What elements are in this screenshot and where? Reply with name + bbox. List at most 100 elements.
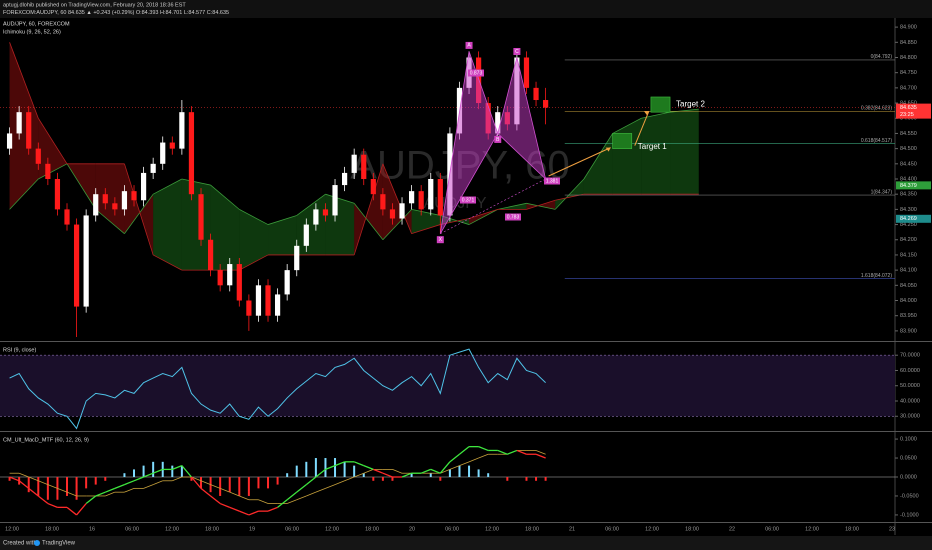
candle-body <box>207 239 214 271</box>
ratio-label: 0.873 <box>470 70 483 76</box>
histogram-bar <box>180 465 183 477</box>
macd-line <box>219 502 230 508</box>
logo <box>34 540 40 546</box>
signal-line <box>258 499 269 504</box>
histogram-bar <box>362 473 365 477</box>
macd-line <box>172 465 183 471</box>
plot-layer: AUD/JPY, 60, FOREXCOM Ichimoku (9, 26, 52… <box>0 21 931 532</box>
ratio-box <box>505 213 521 221</box>
ichimoku-cloud <box>411 209 441 234</box>
macd-line <box>133 476 144 482</box>
price-label: 84.635 <box>900 105 917 111</box>
candle-body <box>322 209 329 216</box>
macd-line <box>286 491 298 501</box>
signal-line <box>38 480 49 485</box>
histogram-bar <box>372 477 375 481</box>
macd-line <box>277 499 288 508</box>
time-label: 19 <box>249 526 255 532</box>
histogram-bar <box>8 477 11 481</box>
span-a <box>526 202 556 210</box>
signal-line <box>478 453 489 459</box>
histogram-bar <box>219 477 222 496</box>
candle-body <box>255 285 262 316</box>
histogram-bar <box>334 458 337 477</box>
pattern-point-label: B <box>496 137 500 143</box>
ichimoku-cloud <box>9 42 39 210</box>
candle-body <box>140 172 147 201</box>
candle-body <box>198 194 204 240</box>
signal-line <box>449 465 460 470</box>
time-label: 18:00 <box>365 526 379 532</box>
candle-body <box>6 133 13 149</box>
histogram-bar <box>228 477 231 493</box>
macd-line <box>210 495 221 505</box>
histogram-bar <box>171 465 174 477</box>
signal-line <box>66 491 77 497</box>
span-b <box>9 42 39 119</box>
y-tick-label: 84.900 <box>900 25 917 31</box>
y-tick-label: 83.900 <box>900 328 917 334</box>
time-label: 12:00 <box>485 526 499 532</box>
time-label: 12:00 <box>5 526 19 532</box>
signal-line <box>459 461 470 466</box>
candle-body <box>73 224 80 307</box>
y-tick-label: 84.200 <box>900 237 917 243</box>
time-label: 21 <box>569 526 575 532</box>
macd-line <box>181 465 192 478</box>
histogram-bar <box>85 477 88 489</box>
candle-body <box>26 112 32 149</box>
ichimoku-cloud <box>325 194 355 255</box>
candle-body <box>236 264 242 301</box>
ichimoku-cloud <box>382 163 412 240</box>
candle-body <box>543 100 549 108</box>
y-tick-label: 84.850 <box>900 40 917 46</box>
macd-line <box>382 472 393 478</box>
signal-line <box>535 450 546 455</box>
histogram-bar <box>448 469 451 477</box>
macd-line <box>296 484 307 493</box>
candle-body <box>341 172 348 186</box>
histogram-bar <box>305 461 308 477</box>
signal-line <box>334 480 345 485</box>
span-a <box>554 178 585 210</box>
macd-line <box>459 446 470 455</box>
candle-body <box>399 203 405 219</box>
macd-line <box>85 495 97 505</box>
span-a <box>38 163 68 180</box>
candle-body <box>495 112 501 134</box>
span-a <box>181 178 211 186</box>
candle-body <box>265 285 271 316</box>
candle-body <box>45 163 51 179</box>
time-label: 22 <box>729 526 735 532</box>
header-bar <box>0 0 932 18</box>
macd-line <box>66 506 77 516</box>
ratio-label: 0.371 <box>462 197 475 203</box>
signal-line <box>315 488 326 493</box>
macd-line <box>497 449 508 455</box>
histogram-bar <box>190 477 193 481</box>
candle-body <box>409 191 415 204</box>
signal-line <box>153 480 163 485</box>
price-label-box <box>896 214 931 223</box>
target-box <box>612 133 633 149</box>
fib-label: 1(84.347) <box>871 189 893 195</box>
signal-line <box>57 488 68 493</box>
y-tick-label: 60.0000 <box>900 368 920 374</box>
span-b <box>37 118 68 165</box>
candle-body <box>179 112 185 149</box>
histogram-bar <box>104 477 107 481</box>
footer-bar <box>0 536 932 550</box>
macd-line <box>190 476 202 489</box>
pattern-point-box <box>494 135 502 143</box>
candle-body <box>313 209 319 225</box>
histogram-bar <box>27 477 30 493</box>
macd-line <box>47 502 58 508</box>
time-label: 12:00 <box>645 526 659 532</box>
time-label: 18:00 <box>685 526 699 532</box>
span-a <box>66 163 97 210</box>
target-box <box>650 96 671 113</box>
histogram-bar <box>314 458 317 477</box>
pane-title: CM_Ult_MacD_MTF (60, 12, 26, 9) <box>3 437 89 443</box>
footer-brand: TradingView <box>42 541 76 547</box>
span-a <box>353 203 384 241</box>
